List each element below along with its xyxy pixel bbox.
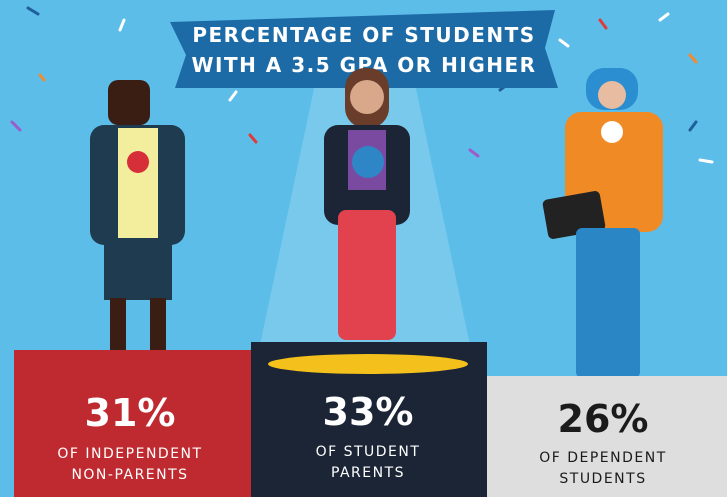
podium-label: PARENTS xyxy=(331,465,405,481)
podium-value: 31% xyxy=(85,391,176,435)
podium-label: NON-PARENTS xyxy=(71,467,188,483)
podium-left: 31% OF INDEPENDENT NON-PARENTS xyxy=(14,350,251,497)
infographic: PERCENTAGE OF STUDENTS WITH A 3.5 GPA OR… xyxy=(0,0,727,497)
podium-label: STUDENTS xyxy=(559,471,646,487)
podium-right: 26% OF DEPENDENT STUDENTS xyxy=(487,376,727,497)
podium-label: OF INDEPENDENT xyxy=(57,446,202,462)
podium-value: 33% xyxy=(323,390,414,434)
podium-value: 26% xyxy=(558,397,649,441)
podium-label: OF DEPENDENT xyxy=(539,450,667,466)
title-line: PERCENTAGE OF STUDENTS xyxy=(192,23,535,47)
podium-label: OF STUDENT xyxy=(316,444,421,460)
podium-center: 33% OF STUDENT PARENTS xyxy=(251,342,487,497)
